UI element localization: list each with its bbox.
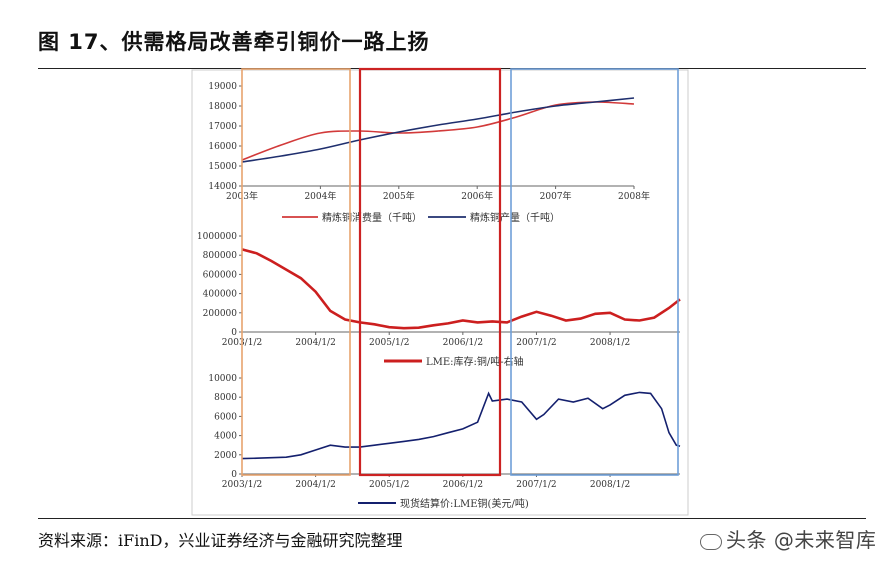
x-tick-label: 2006年 [461,190,493,202]
panel-spot-price: 0 2000 4000 6000 8000 10000 2003/1/2 2004/1/2 2… [208,374,681,510]
period-box-orange [241,68,351,476]
y-tick-label: 2000 [214,451,237,461]
y-tick-label: 0 [231,328,237,338]
bottom-rule [38,518,866,519]
series-consumption-line [241,101,635,161]
watermark-icon [700,533,722,550]
y-tick-label: 10000 [208,374,237,384]
period-box-red [358,67,502,477]
x-tick-label: 2007/1/2 [516,338,556,348]
y-tick-label: 6000 [214,412,237,422]
x-tick-label: 2007/1/2 [516,480,556,490]
x-tick-label: 2008/1/2 [590,338,630,348]
x-tick-label: 2007年 [540,190,572,202]
x-tick-label: 2008年 [618,190,650,202]
y-tick-label: 400000 [203,290,238,300]
x-tick-label: 2004年 [304,190,336,202]
figure-title: 图 17、供需格局改善牵引铜价一路上扬 [38,30,430,54]
y-tick-label: 200000 [203,309,238,319]
x-tick-label: 2006/1/2 [443,338,483,348]
x-tick-label: 2004/1/2 [295,338,335,348]
y-tick-label: 18000 [208,102,237,112]
y-tick-label: 16000 [208,142,237,152]
y-tick-label: 14000 [208,182,237,192]
series-lme-inventory-line [241,248,681,330]
period-box-blue [510,68,679,476]
chart-frame [191,69,689,516]
watermark-text: 头条 @未来智库 [726,528,877,552]
series-spot-price-line [241,391,681,460]
y-tick-label: 1000000 [197,232,237,242]
y-tick-label: 8000 [214,393,237,403]
y-tick-label: 15000 [208,162,237,172]
y-tick-label: 19000 [208,82,237,92]
x-tick-label: 2008/1/2 [590,480,630,490]
series-production-line [241,97,635,163]
x-tick-label: 2005/1/2 [369,338,409,348]
y-tick-label: 17000 [208,122,237,132]
legend-lme-label: LME:库存:铜/吨-右轴 [426,355,524,368]
legend-spot-label: 现货结算价:LME铜(美元/吨) [400,497,529,510]
watermark: 头条 @未来智库 [700,524,876,553]
source-note: 资料来源：iFinD，兴业证券经济与金融研究院整理 [38,531,403,550]
x-tick-label: 2005年 [383,190,415,202]
x-tick-label: 2003/1/2 [222,480,262,490]
x-tick-label: 2005/1/2 [369,480,409,490]
y-tick-label: 0 [231,470,237,480]
y-tick-label: 600000 [203,270,238,280]
x-tick-label: 2004/1/2 [295,480,335,490]
y-tick-label: 4000 [214,432,237,442]
y-tick-label: 800000 [203,251,238,261]
legend-consumption-label: 精炼铜消费量（千吨） [322,211,422,224]
x-tick-label: 2006/1/2 [443,480,483,490]
legend-production-label: 精炼铜产量（千吨） [470,211,560,224]
